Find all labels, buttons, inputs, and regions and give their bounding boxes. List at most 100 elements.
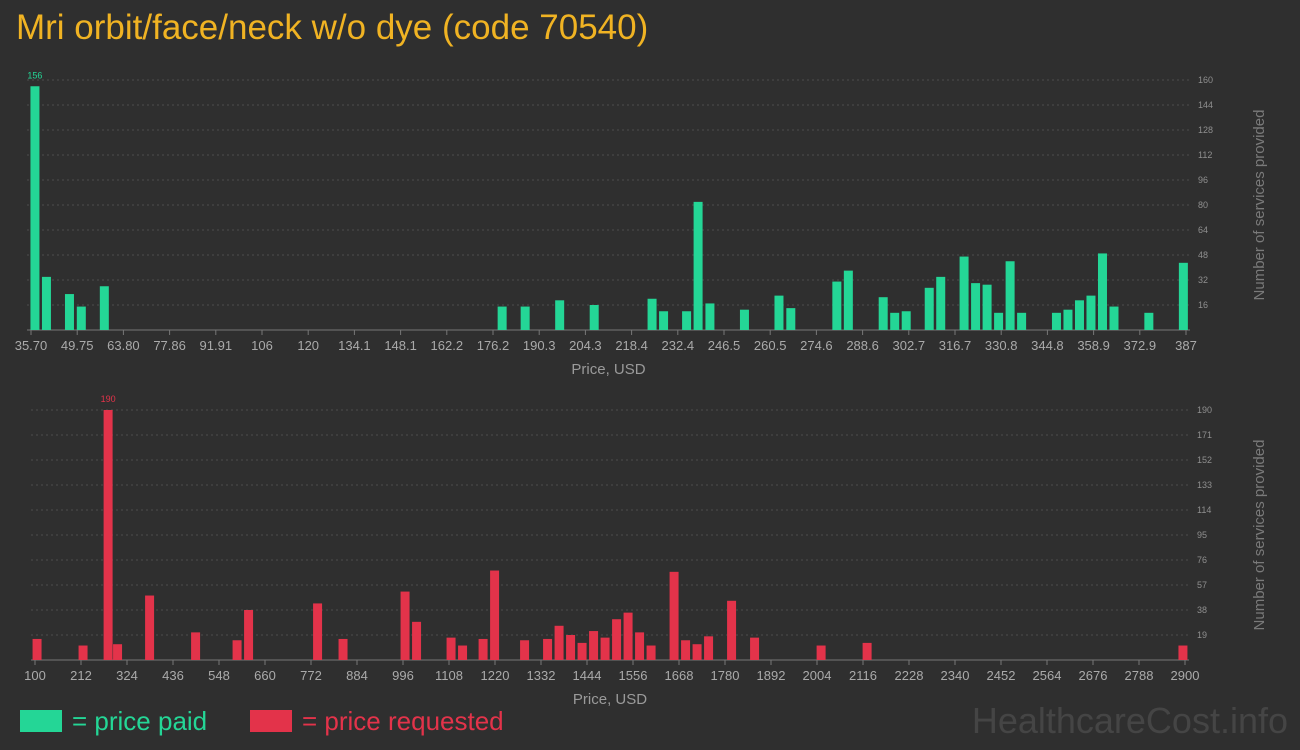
requested-y-tick: 57 xyxy=(1197,580,1207,590)
paid-x-tick: 260.5 xyxy=(754,338,787,353)
paid-bar xyxy=(99,286,109,330)
paid-x-tick: 91.91 xyxy=(200,338,233,353)
requested-bar xyxy=(313,603,323,660)
paid-x-tick: 77.86 xyxy=(153,338,186,353)
requested-x-tick: 2116 xyxy=(849,668,877,683)
requested-bar xyxy=(103,410,113,660)
paid-bar xyxy=(520,306,530,330)
legend-swatch-requested xyxy=(250,710,292,732)
paid-bar xyxy=(659,311,669,330)
paid-bar xyxy=(1144,312,1154,330)
requested-bar xyxy=(635,632,645,660)
requested-x-tick: 100 xyxy=(24,668,46,683)
requested-y-tick: 38 xyxy=(1197,605,1207,615)
page-title: Mri orbit/face/neck w/o dye (code 70540) xyxy=(16,8,649,47)
requested-bar xyxy=(692,644,702,660)
price-requested-chart: 19 38 57 76 95 114 133 152 171 190 100 212 324 436 548… xyxy=(24,394,1268,708)
requested-x-tick: 2228 xyxy=(895,668,924,683)
paid-bar xyxy=(924,287,934,330)
paid-x-axis-title: Price, USD xyxy=(571,361,645,378)
requested-x-tick: 996 xyxy=(392,668,414,683)
requested-bar xyxy=(600,637,610,660)
requested-x-tick: 324 xyxy=(116,668,138,683)
requested-bar xyxy=(816,645,826,660)
paid-x-tick: 176.2 xyxy=(477,338,510,353)
requested-x-tick: 2564 xyxy=(1033,668,1062,683)
watermark: HealthcareCost.info xyxy=(971,700,1288,741)
paid-x-tick: 35.70 xyxy=(15,338,48,353)
paid-y-tick: 128 xyxy=(1198,125,1213,135)
requested-y-tick: 171 xyxy=(1197,430,1212,440)
paid-bar xyxy=(1051,312,1061,330)
paid-bar xyxy=(555,300,565,330)
paid-y-tick: 64 xyxy=(1198,225,1208,235)
requested-bar xyxy=(412,621,422,660)
requested-x-tick: 660 xyxy=(254,668,276,683)
paid-y-tick: 80 xyxy=(1198,200,1208,210)
requested-bar xyxy=(145,595,155,660)
paid-bar xyxy=(705,303,715,330)
requested-x-tick: 548 xyxy=(208,668,230,683)
paid-y-tick: 16 xyxy=(1198,300,1208,310)
requested-y-axis-title: Number of services provided xyxy=(1251,440,1268,631)
requested-bar xyxy=(446,637,456,660)
paid-x-tick: 316.7 xyxy=(939,338,972,353)
requested-bar xyxy=(78,645,88,660)
paid-bar xyxy=(1005,261,1015,330)
paid-bar xyxy=(959,256,969,330)
paid-bar xyxy=(76,306,86,330)
requested-x-tick: 1220 xyxy=(481,668,510,683)
paid-x-tick: 358.9 xyxy=(1077,338,1110,353)
paid-y-tick: 48 xyxy=(1198,250,1208,260)
requested-bar xyxy=(646,645,656,660)
paid-bar xyxy=(589,305,599,330)
requested-x-tick: 1556 xyxy=(619,668,648,683)
paid-x-tick: 330.8 xyxy=(985,338,1018,353)
price-paid-chart: 16 32 48 64 80 96 112 128 144 160 35.70 49.75 63.80 7… xyxy=(15,70,1268,378)
paid-bar xyxy=(41,276,51,330)
requested-x-tick: 2676 xyxy=(1079,668,1108,683)
legend-price-requested: = price requested xyxy=(250,704,504,738)
paid-y-tick: 32 xyxy=(1198,275,1208,285)
requested-bar xyxy=(1178,645,1188,660)
paid-x-tick: 63.80 xyxy=(107,338,140,353)
requested-y-tick: 95 xyxy=(1197,530,1207,540)
paid-bar xyxy=(890,312,900,330)
paid-x-tick: 106 xyxy=(251,338,273,353)
legend-price-paid: = price paid xyxy=(20,704,207,738)
paid-x-tick: 302.7 xyxy=(893,338,926,353)
paid-peak-label: 156 xyxy=(27,70,42,80)
requested-bar xyxy=(577,642,587,660)
paid-y-axis-title: Number of services provided xyxy=(1251,110,1268,301)
requested-bar xyxy=(32,638,42,660)
paid-bar xyxy=(1109,306,1119,330)
requested-x-tick: 212 xyxy=(70,668,92,683)
legend-label-requested: = price requested xyxy=(302,705,504,736)
paid-bar xyxy=(682,311,692,330)
requested-y-tick: 76 xyxy=(1197,555,1207,565)
paid-bar xyxy=(647,298,657,330)
requested-x-tick: 2788 xyxy=(1125,668,1154,683)
requested-x-tick: 2004 xyxy=(803,668,832,683)
requested-peak-label: 190 xyxy=(101,394,116,404)
paid-bar xyxy=(1086,295,1096,330)
requested-y-tick: 19 xyxy=(1197,630,1207,640)
requested-x-axis-title: Price, USD xyxy=(573,691,647,708)
requested-bar xyxy=(681,640,691,660)
requested-bar xyxy=(589,631,599,660)
paid-x-tick: 372.9 xyxy=(1124,338,1157,353)
paid-x-tick: 274.6 xyxy=(800,338,833,353)
requested-bar xyxy=(554,625,564,660)
paid-y-tick: 96 xyxy=(1198,175,1208,185)
requested-x-tick: 1444 xyxy=(573,668,602,683)
paid-x-tick: 232.4 xyxy=(662,338,695,353)
paid-bar xyxy=(1074,300,1084,330)
paid-bar xyxy=(1178,262,1188,330)
paid-bar xyxy=(64,294,74,330)
paid-x-tick: 49.75 xyxy=(61,338,94,353)
requested-bar xyxy=(490,570,500,660)
requested-x-tick: 1668 xyxy=(665,668,694,683)
requested-bar xyxy=(458,645,468,660)
requested-x-tick: 1332 xyxy=(527,668,556,683)
requested-bar xyxy=(566,635,576,660)
